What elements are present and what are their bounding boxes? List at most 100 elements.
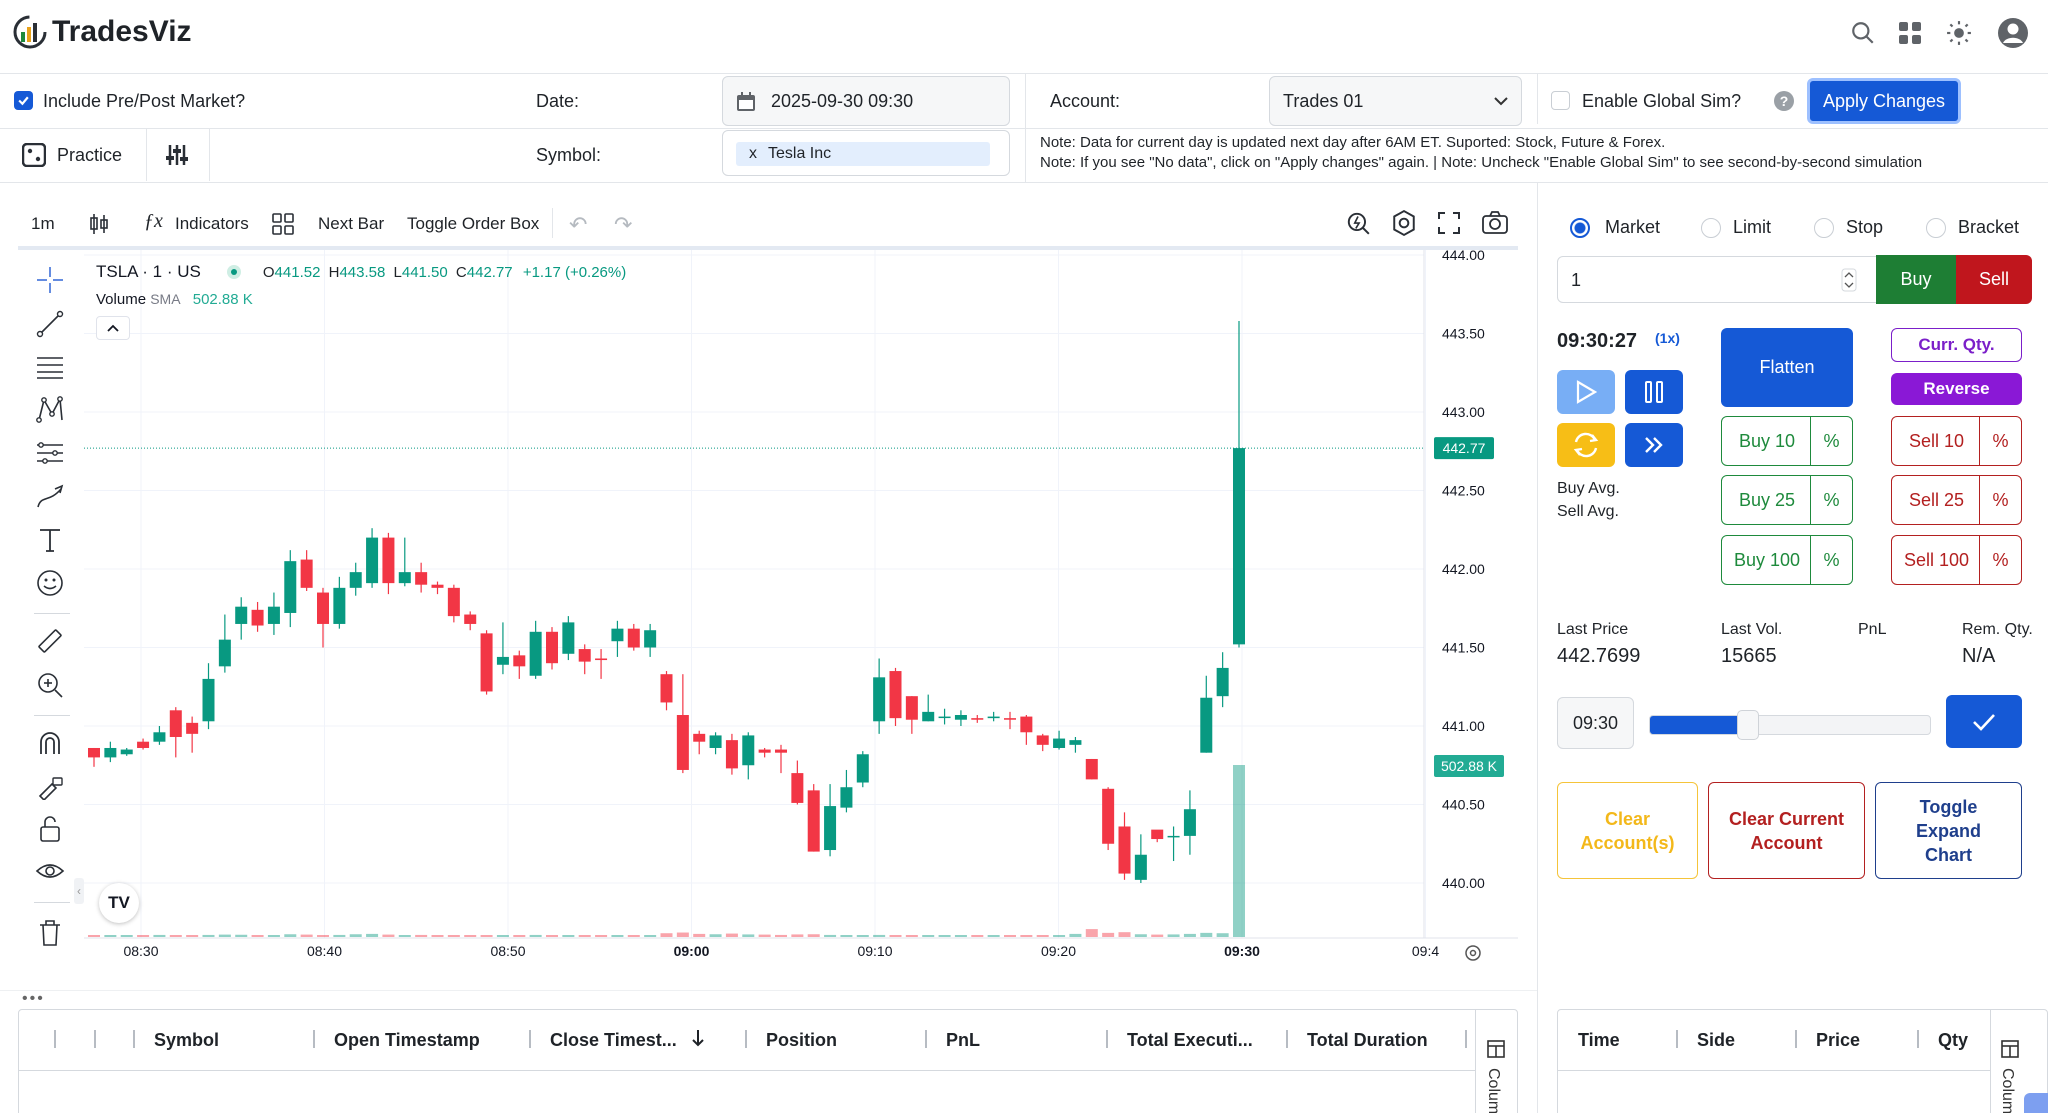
brand-logo[interactable]: TradesViz bbox=[12, 14, 192, 50]
candle-type-icon[interactable] bbox=[88, 212, 110, 236]
redo-icon[interactable]: ↷ bbox=[614, 212, 633, 237]
zoom-in-tool-icon[interactable] bbox=[33, 668, 67, 702]
time-slider-thumb[interactable] bbox=[1736, 710, 1759, 740]
sliders-settings-icon[interactable] bbox=[165, 143, 189, 167]
sim-speed[interactable]: (1x) bbox=[1655, 330, 1680, 346]
buy-25-button[interactable]: Buy 25 % bbox=[1721, 475, 1853, 525]
clear-accounts-button[interactable]: Clear Account(s) bbox=[1557, 782, 1698, 879]
clear-current-account-button[interactable]: Clear Current Account bbox=[1708, 782, 1865, 879]
emoji-tool-icon[interactable] bbox=[33, 566, 67, 600]
undo-icon[interactable]: ↶ bbox=[569, 212, 588, 237]
market-radio[interactable] bbox=[1570, 217, 1590, 238]
sell-button[interactable]: Sell bbox=[1956, 255, 2032, 304]
collapse-legend-chevron-icon[interactable] bbox=[96, 316, 130, 340]
ruler-tool-icon[interactable] bbox=[33, 624, 67, 658]
limit-radio[interactable] bbox=[1701, 217, 1721, 238]
col-total-execution[interactable]: Total Executi... bbox=[1127, 1030, 1253, 1050]
search-icon[interactable] bbox=[1850, 20, 1876, 46]
chat-widget-icon[interactable] bbox=[2024, 1093, 2048, 1113]
eye-visibility-icon[interactable] bbox=[33, 855, 67, 889]
trend-line-tool-icon[interactable] bbox=[33, 307, 67, 341]
resize-handle-dots[interactable]: ••• bbox=[22, 990, 45, 1007]
exec-col-price[interactable]: Price bbox=[1816, 1030, 1861, 1050]
toggle-expand-chart-button[interactable]: Toggle Expand Chart bbox=[1875, 782, 2022, 879]
exec-columns-side-tab[interactable]: Colum bbox=[1999, 1068, 2016, 1113]
columns-side-tab[interactable]: Colum bbox=[1485, 1068, 1502, 1113]
flatten-button[interactable]: Flatten bbox=[1721, 328, 1853, 407]
lock-icon[interactable] bbox=[33, 812, 67, 846]
magnet-tool-icon[interactable] bbox=[33, 726, 67, 760]
order-type-limit[interactable]: Limit bbox=[1701, 217, 1771, 238]
exec-col-side[interactable]: Side bbox=[1697, 1030, 1736, 1050]
pattern-tool-icon[interactable] bbox=[33, 393, 67, 427]
help-icon[interactable]: ? bbox=[1774, 91, 1794, 111]
pause-button[interactable] bbox=[1625, 370, 1683, 414]
order-type-stop[interactable]: Stop bbox=[1814, 217, 1883, 238]
date-input[interactable]: 2025-09-30 09:30 bbox=[722, 76, 1010, 126]
fullscreen-icon[interactable] bbox=[1437, 211, 1461, 235]
sell-10-percent-toggle[interactable]: % bbox=[1979, 417, 2021, 465]
quantity-stepper-icon[interactable] bbox=[1841, 268, 1857, 292]
sell-100-button[interactable]: Sell 100 % bbox=[1891, 535, 2022, 585]
apply-changes-button[interactable]: Apply Changes bbox=[1807, 78, 1961, 124]
play-button[interactable] bbox=[1557, 370, 1615, 414]
exec-col-qty[interactable]: Qty bbox=[1938, 1030, 1969, 1050]
buy-100-button[interactable]: Buy 100 % bbox=[1721, 535, 1853, 585]
time-slider-track[interactable] bbox=[1649, 710, 1931, 740]
col-close-timestamp[interactable]: Close Timest... bbox=[550, 1030, 677, 1050]
sell-25-button[interactable]: Sell 25 % bbox=[1891, 475, 2022, 525]
time-axis-settings-icon[interactable] bbox=[1464, 944, 1482, 962]
account-select[interactable]: Trades 01 bbox=[1269, 76, 1522, 126]
toggle-order-box-button[interactable]: Toggle Order Box bbox=[407, 214, 540, 233]
interval-button[interactable]: 1m bbox=[31, 214, 55, 233]
buy-button[interactable]: Buy bbox=[1876, 255, 1956, 304]
order-type-bracket[interactable]: Bracket bbox=[1926, 217, 2019, 238]
order-type-market[interactable]: Market bbox=[1570, 217, 1660, 238]
symbol-multiselect[interactable]: x Tesla Inc bbox=[722, 130, 1010, 176]
buy-100-percent-toggle[interactable]: % bbox=[1810, 536, 1852, 584]
user-avatar-icon[interactable] bbox=[1997, 17, 2029, 49]
columns-panel-icon[interactable] bbox=[1487, 1040, 1505, 1058]
col-pnl[interactable]: PnL bbox=[946, 1030, 980, 1050]
buy-25-percent-toggle[interactable]: % bbox=[1810, 476, 1852, 524]
quantity-input[interactable]: 1 bbox=[1557, 256, 1877, 303]
prediction-tool-icon[interactable] bbox=[33, 436, 67, 470]
theme-sun-icon[interactable] bbox=[1946, 20, 1972, 46]
col-position[interactable]: Position bbox=[766, 1030, 837, 1050]
fib-retracement-tool-icon[interactable] bbox=[33, 350, 67, 384]
apps-grid-icon[interactable] bbox=[1898, 21, 1922, 45]
indicators-button[interactable]: Indicators bbox=[175, 214, 249, 233]
collapse-toolbar-handle[interactable]: ‹ bbox=[74, 878, 84, 904]
col-total-duration[interactable]: Total Duration bbox=[1307, 1030, 1428, 1050]
buy-10-percent-toggle[interactable]: % bbox=[1810, 417, 1852, 465]
lock-draw-tool-icon[interactable] bbox=[33, 769, 67, 803]
col-open-timestamp[interactable]: Open Timestamp bbox=[334, 1030, 480, 1050]
brush-tool-icon[interactable] bbox=[33, 480, 67, 514]
crosshair-tool-icon[interactable] bbox=[33, 263, 67, 297]
text-tool-icon[interactable] bbox=[33, 523, 67, 557]
current-qty-button[interactable]: Curr. Qty. bbox=[1891, 328, 2022, 362]
tradingview-logo-icon[interactable]: TV bbox=[99, 883, 139, 923]
sell-25-percent-toggle[interactable]: % bbox=[1979, 476, 2021, 524]
practice-label[interactable]: Practice bbox=[57, 145, 123, 165]
sort-desc-arrow-icon[interactable] bbox=[690, 1028, 706, 1048]
next-bar-button[interactable]: Next Bar bbox=[318, 214, 385, 233]
screenshot-camera-icon[interactable] bbox=[1481, 211, 1509, 235]
bracket-radio[interactable] bbox=[1926, 217, 1946, 238]
global-sim-checkbox[interactable] bbox=[1551, 91, 1570, 110]
exec-col-time[interactable]: Time bbox=[1578, 1030, 1620, 1050]
stop-radio[interactable] bbox=[1814, 217, 1834, 238]
sell-100-percent-toggle[interactable]: % bbox=[1979, 536, 2021, 584]
exec-columns-panel-icon[interactable] bbox=[2001, 1040, 2019, 1058]
price-chart[interactable]: 444.00 443.50 443.00 442.50 442.00 441.50 441.… bbox=[84, 250, 1518, 972]
layout-grid-icon[interactable] bbox=[272, 213, 294, 235]
reverse-button[interactable]: Reverse bbox=[1891, 373, 2022, 405]
col-symbol[interactable]: Symbol bbox=[154, 1030, 220, 1050]
fast-forward-button[interactable] bbox=[1625, 423, 1683, 467]
chart-settings-gear-icon[interactable] bbox=[1391, 210, 1417, 236]
confirm-time-button[interactable] bbox=[1946, 695, 2022, 748]
quick-search-icon[interactable] bbox=[1345, 210, 1371, 236]
reset-button[interactable] bbox=[1557, 423, 1615, 467]
symbol-chip-remove[interactable]: x bbox=[749, 145, 757, 162]
buy-10-button[interactable]: Buy 10 % bbox=[1721, 416, 1853, 466]
